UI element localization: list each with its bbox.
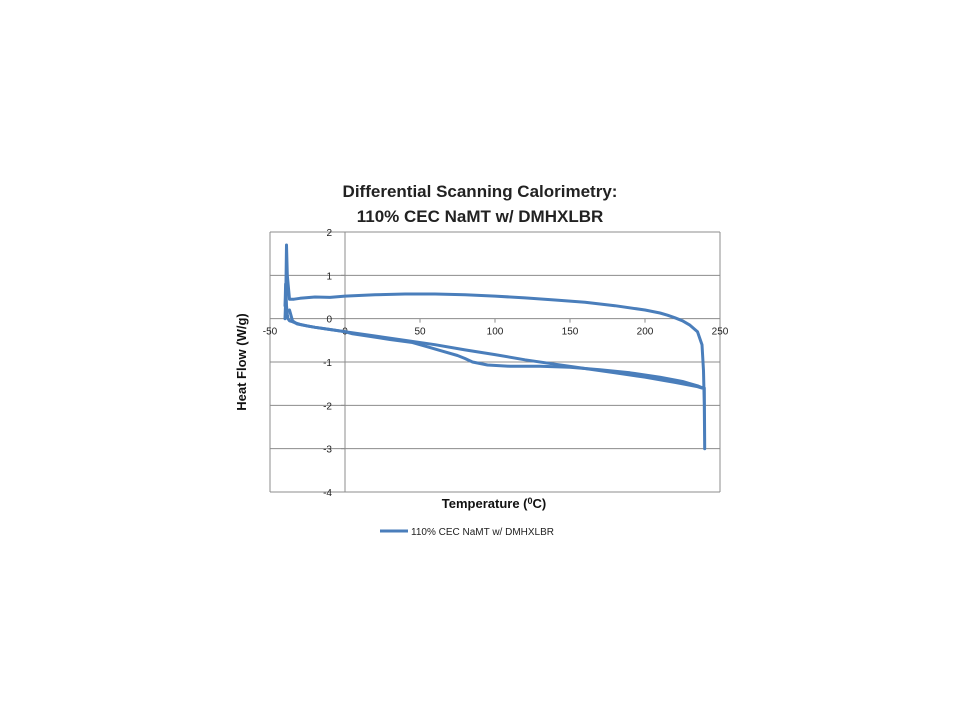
x-tick-labels: -50 0 50 100 150 200 250 [263, 327, 729, 338]
y-tick-label-0: 2 [326, 228, 332, 239]
x-tick-label-0: -50 [263, 327, 278, 338]
x-axis-label: Temperature (0C) [442, 496, 546, 511]
gridlines [270, 231, 720, 493]
y-tick-label-2: 0 [326, 315, 332, 326]
y-tick-labels: 2 1 0 -1 -2 -3 -4 [323, 228, 332, 499]
y-axis-label: Heat Flow (W/g) [234, 313, 249, 411]
axes [269, 231, 721, 493]
series-lines [283, 243, 707, 451]
x-axis-label-superscript: 0 [528, 496, 533, 506]
x-axis-label-main: Temperature ( [442, 496, 528, 511]
series-line-1 [288, 308, 704, 390]
x-tick-label-4: 150 [562, 327, 579, 338]
chart-title-line-2: 110% CEC NaMT w/ DMHXLBR [357, 207, 604, 226]
y-tick-label-4: -2 [323, 401, 332, 412]
chart-title: Differential Scanning Calorimetry: 110% … [343, 182, 618, 226]
y-tick-label-6: -4 [323, 488, 332, 499]
chart-title-line-1: Differential Scanning Calorimetry: [343, 182, 618, 201]
legend: 110% CEC NaMT w/ DMHXLBR [380, 527, 554, 538]
x-tick-label-3: 100 [487, 327, 504, 338]
y-tick-label-5: -3 [323, 445, 332, 456]
y-tick-label-3: -1 [323, 358, 332, 369]
x-tick-label-2: 50 [414, 327, 426, 338]
legend-label: 110% CEC NaMT w/ DMHXLBR [411, 527, 554, 538]
y-tick-label-1: 1 [326, 271, 332, 282]
x-tick-label-5: 200 [637, 327, 654, 338]
x-axis-label-unit: C) [533, 496, 547, 511]
x-tick-label-6: 250 [712, 327, 729, 338]
